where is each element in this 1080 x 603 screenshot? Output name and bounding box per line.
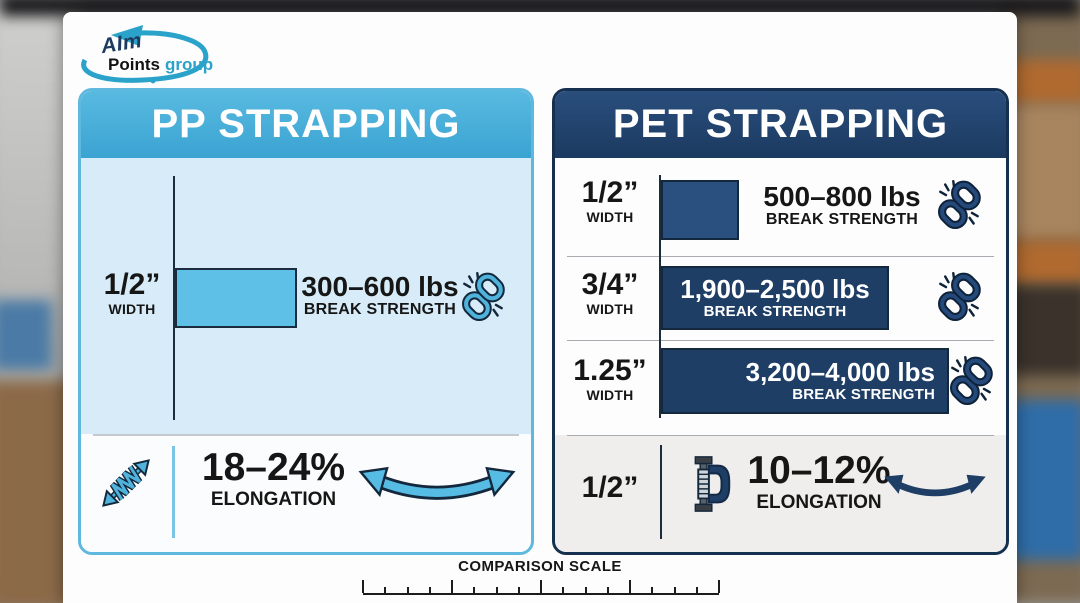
pet-width-value: 1.25” <box>573 354 647 387</box>
pet-strength-block: 500–800 lbs BREAK STRENGTH <box>753 182 931 229</box>
pet-width-block: 3/4” WIDTH <box>567 268 653 317</box>
stretch-arrow-icon <box>881 469 989 518</box>
pet-elongation-value: 10–12% <box>747 449 891 492</box>
pp-elongation-label: ELONGATION <box>210 488 337 510</box>
pp-elongation-divider <box>172 446 175 538</box>
logo-word-group: group <box>164 55 214 74</box>
pet-strength-label: BREAK STRENGTH <box>703 303 847 321</box>
pp-width-block: 1/2” WIDTH <box>93 268 171 317</box>
broken-chain-icon <box>945 354 997 411</box>
pet-row-three-quarter-inch: 3/4” WIDTH 1,900–2,500 lbs BREAK STRENGT… <box>555 256 1006 340</box>
pp-chart-axis-line <box>173 176 175 420</box>
pet-width-label: WIDTH <box>586 386 634 403</box>
pet-elongation-width: 1/2” <box>581 471 639 504</box>
pet-panel-title: PET STRAPPING <box>555 91 1006 158</box>
pet-width-label: WIDTH <box>586 300 634 317</box>
pet-width-block: 1/2” WIDTH <box>567 176 653 225</box>
pp-strength-value: 300–600 lbs <box>301 271 459 302</box>
broken-chain-icon <box>933 178 985 235</box>
pet-bar-chart: 1/2” WIDTH 500–800 lbs BREAK STRENGTH <box>555 158 1006 435</box>
pet-bar-one-quarter-inch: 3,200–4,000 lbs BREAK STRENGTH <box>661 348 949 414</box>
pet-width-label: WIDTH <box>586 208 634 225</box>
pp-panel-title: PP STRAPPING <box>81 91 531 158</box>
broken-chain-icon <box>933 270 985 327</box>
comparison-ruler <box>362 578 720 595</box>
pet-strength-value: 500–800 lbs <box>763 181 921 212</box>
pet-row-one-quarter-inch: 1.25” WIDTH 3,200–4,000 lbs BREAK STRENG… <box>555 340 1006 435</box>
pp-elongation-block: 18–24% ELONGATION <box>191 446 356 511</box>
logo-swoosh-icon <box>81 25 209 84</box>
comparison-scale-label: COMPARISON SCALE <box>458 558 622 575</box>
pp-width-label: WIDTH <box>108 300 156 317</box>
logo-word-points: Points <box>108 55 160 74</box>
pp-bar-half-inch <box>175 268 297 328</box>
pet-strapping-panel: PET STRAPPING 1/2” WIDTH 500–800 lbs BRE… <box>552 88 1009 555</box>
pet-width-value: 3/4” <box>581 268 639 301</box>
broken-chain-icon <box>457 270 509 327</box>
pet-strength-label: BREAK STRENGTH <box>765 211 919 229</box>
pp-width-value: 1/2” <box>103 268 161 301</box>
pp-strapping-panel: PP STRAPPING 1/2” WIDTH 300–600 lbs BREA… <box>78 88 534 555</box>
pp-elongation-section: 18–24% ELONGATION <box>81 434 531 552</box>
pet-width-block: 1.25” WIDTH <box>567 354 653 403</box>
background-blue-object <box>0 300 52 370</box>
pet-bar-three-quarter-inch: 1,900–2,500 lbs BREAK STRENGTH <box>661 266 889 330</box>
pet-elongation-block: 10–12% ELONGATION <box>743 449 895 514</box>
logo-word-line: Points group <box>108 55 213 75</box>
pet-strength-value: 1,900–2,500 lbs <box>680 273 870 304</box>
pp-strength-label: BREAK STRENGTH <box>303 301 457 319</box>
pet-row-half-inch: 1/2” WIDTH 500–800 lbs BREAK STRENGTH <box>555 158 1006 256</box>
pet-chart-axis-line <box>659 175 661 418</box>
pet-elongation-section: 1/2” 10–12% ELONGATION <box>555 435 1006 552</box>
spring-stretch-icon <box>95 452 157 519</box>
pet-elongation-label: ELONGATION <box>756 491 882 513</box>
pet-strength-label: BREAK STRENGTH <box>792 386 935 404</box>
clamp-icon <box>675 453 737 520</box>
pet-bar-half-inch <box>661 180 739 240</box>
pp-strength-block: 300–600 lbs BREAK STRENGTH <box>301 272 459 319</box>
stretch-arrow-icon <box>357 460 517 523</box>
infographic-card: AIm Points group PP STRAPPING 1/2” WIDTH … <box>63 12 1017 603</box>
pet-elongation-divider <box>660 445 662 539</box>
company-logo: AIm Points group <box>75 24 225 88</box>
pp-elongation-value: 18–24% <box>201 446 346 489</box>
pet-strength-value: 3,200–4,000 lbs <box>745 356 935 387</box>
pet-width-value: 1/2” <box>581 176 639 209</box>
pp-bar-chart: 1/2” WIDTH 300–600 lbs BREAK STRENGTH <box>81 158 531 434</box>
